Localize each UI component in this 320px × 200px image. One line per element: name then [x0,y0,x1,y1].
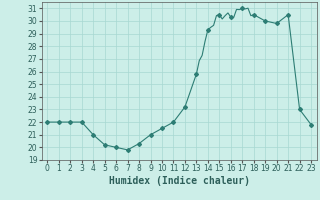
X-axis label: Humidex (Indice chaleur): Humidex (Indice chaleur) [109,176,250,186]
